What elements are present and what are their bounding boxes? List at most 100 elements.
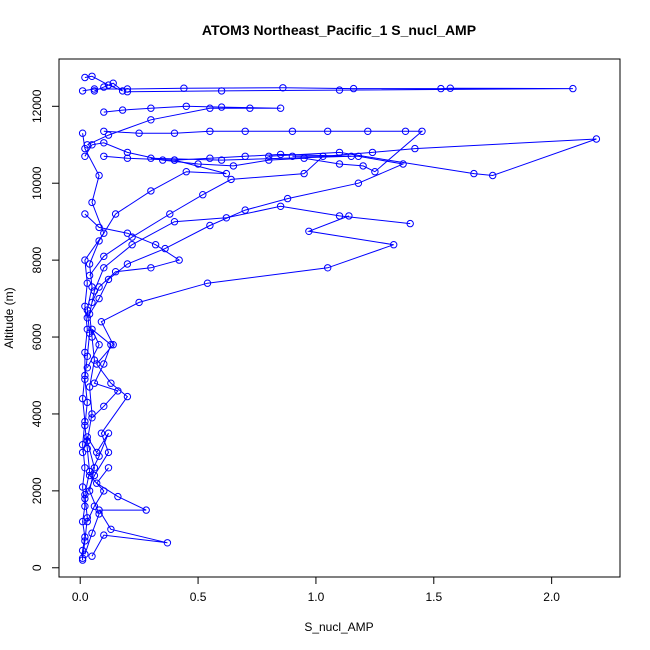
data-point: [100, 252, 108, 260]
data-point: [123, 154, 132, 162]
data-point: [88, 325, 96, 333]
data-point: [78, 441, 87, 449]
data-point: [90, 87, 99, 95]
data-point: [83, 141, 92, 149]
data-point: [88, 552, 96, 560]
data-point: [104, 275, 113, 284]
data-point: [100, 127, 108, 136]
data-point: [265, 156, 273, 164]
profile-line: [82, 87, 573, 93]
data-point: [81, 537, 89, 545]
data-point: [128, 233, 136, 241]
data-point: [147, 187, 155, 195]
data-point: [163, 539, 172, 547]
data-point: [104, 429, 113, 437]
data-point: [217, 87, 226, 95]
data-point: [411, 144, 419, 153]
data-point: [95, 223, 103, 232]
data-point: [83, 517, 92, 526]
data-point: [107, 379, 115, 387]
data-point: [104, 464, 113, 472]
data-point: [354, 179, 363, 187]
data-point: [81, 494, 89, 503]
data-point: [93, 448, 101, 457]
data-point: [359, 162, 367, 170]
data-point: [95, 294, 103, 303]
y-tick-label: 0: [30, 564, 44, 571]
data-point: [199, 191, 207, 199]
data-point: [85, 471, 94, 480]
data-point: [123, 85, 132, 93]
data-point: [78, 129, 87, 137]
profile-line: [84, 213, 181, 303]
data-point: [399, 160, 407, 168]
data-point: [81, 152, 89, 161]
data-point: [88, 198, 96, 207]
data-point: [81, 464, 89, 472]
data-point: [93, 479, 101, 487]
data-point: [100, 83, 108, 91]
y-tick-label: 8000: [30, 246, 44, 273]
data-point: [147, 264, 155, 272]
y-tick-label: 4000: [30, 400, 44, 427]
data-point: [81, 502, 89, 510]
profile-line: [103, 153, 352, 161]
data-point: [182, 102, 191, 111]
data-point: [194, 160, 202, 168]
data-point: [203, 279, 212, 287]
x-axis: 0.0 0.5 1.0 1.5 2.0: [72, 576, 560, 604]
x-tick-label: 1.0: [308, 590, 325, 604]
data-point: [276, 150, 285, 159]
data-point: [100, 264, 108, 272]
data-point: [206, 127, 214, 136]
data-point: [81, 375, 89, 383]
data-point: [107, 341, 115, 349]
data-point: [114, 387, 122, 395]
data-point: [90, 379, 99, 387]
data-point: [90, 85, 99, 93]
data-point: [147, 154, 155, 162]
data-point: [83, 364, 92, 372]
data-point: [83, 352, 92, 360]
data-point: [288, 152, 297, 161]
data-point: [83, 279, 92, 287]
data-point: [118, 106, 127, 114]
y-tick-label: 10000: [30, 166, 44, 200]
data-point: [88, 414, 96, 422]
data-point: [470, 169, 478, 178]
data-point: [222, 169, 231, 178]
x-tick-label: 1.5: [425, 590, 442, 604]
data-point: [229, 162, 238, 170]
data-point: [81, 73, 89, 82]
data-point: [170, 129, 179, 137]
x-tick-label: 2.0: [543, 590, 560, 604]
data-point: [300, 169, 308, 178]
data-point: [97, 318, 106, 326]
data-point: [88, 410, 96, 418]
data-point: [104, 81, 113, 89]
data-point: [81, 421, 89, 430]
data-point: [276, 104, 285, 112]
data-point: [151, 241, 160, 249]
x-axis-label: S_nucl_AMP: [304, 620, 373, 634]
data-point: [118, 87, 127, 95]
profile-line: [86, 328, 119, 419]
data-point: [83, 325, 92, 333]
data-point: [347, 152, 355, 161]
data-point: [349, 84, 358, 93]
data-point: [123, 148, 132, 157]
data-point: [283, 194, 292, 203]
data-point: [206, 104, 214, 112]
profile-line: [89, 138, 597, 276]
data-point: [142, 506, 150, 514]
data-point: [100, 402, 108, 410]
data-point: [217, 103, 226, 111]
data-point: [227, 175, 235, 184]
series-layer: [78, 72, 601, 564]
data-point: [111, 210, 120, 218]
data-point: [324, 127, 332, 136]
data-point: [90, 471, 99, 480]
profile-line: [87, 105, 281, 146]
